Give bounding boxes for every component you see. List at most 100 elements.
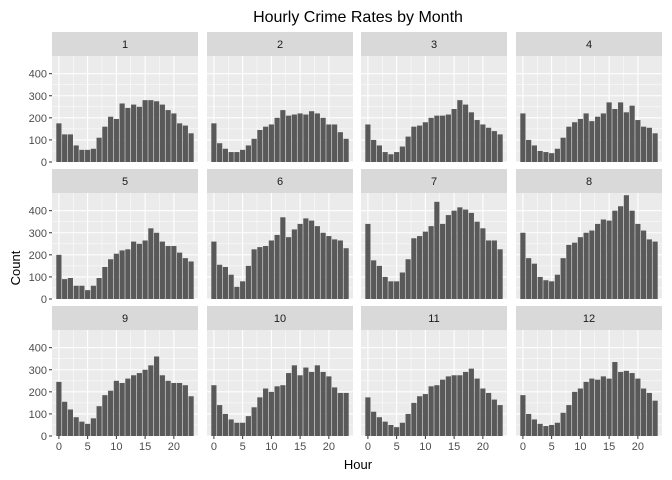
- bar-month-11-hour-16: [457, 375, 463, 436]
- bar-month-11-hour-17: [463, 371, 469, 436]
- bar-month-9-hour-10: [113, 380, 119, 436]
- y-axis-title: Count: [8, 250, 23, 285]
- bar-month-9-hour-1: [62, 401, 68, 436]
- bar-month-6-hour-11: [274, 234, 280, 299]
- bar-month-6-hour-13: [286, 237, 292, 299]
- bar-month-6-hour-6: [245, 265, 251, 299]
- bar-month-12-hour-2: [531, 419, 537, 436]
- bar-month-5-hour-6: [90, 285, 96, 299]
- bar-month-10-hour-4: [234, 422, 240, 436]
- facet-strip-label: 10: [274, 313, 286, 325]
- bar-month-2-hour-17: [309, 111, 315, 162]
- facet-panel-9: 9 0 100 200 300 400 0 5 10 15 20: [29, 306, 198, 453]
- bar-month-3-hour-19: [474, 120, 480, 162]
- facet-strip-label: 3: [431, 39, 437, 51]
- bar-month-6-hour-10: [268, 240, 274, 299]
- bar-month-8-hour-18: [623, 195, 629, 299]
- x-tick-label: 5: [240, 441, 246, 453]
- bar-month-11-hour-9: [417, 396, 423, 436]
- bar-month-12-hour-5: [549, 424, 555, 436]
- bar-month-9-hour-22: [182, 385, 188, 436]
- bar-month-10-hour-9: [263, 388, 269, 436]
- y-tick-label: 300: [29, 228, 47, 240]
- x-tick-label: 5: [549, 441, 555, 453]
- bar-month-1-hour-12: [125, 107, 131, 162]
- y-tick-label: 200: [29, 387, 47, 399]
- bar-month-6-hour-16: [303, 218, 309, 299]
- facet-strip: [207, 169, 353, 193]
- bar-month-11-hour-15: [451, 375, 457, 436]
- facet-strip: [516, 306, 662, 330]
- bar-month-10-hour-15: [297, 375, 303, 436]
- bar-month-2-hour-11: [274, 117, 280, 162]
- bar-month-7-hour-22: [491, 240, 497, 299]
- bar-month-6-hour-9: [263, 246, 269, 299]
- bar-month-9-hour-4: [79, 421, 85, 436]
- x-tick-label: 15: [139, 441, 151, 453]
- bar-month-3-hour-3: [382, 152, 388, 162]
- bar-month-11-hour-10: [422, 394, 428, 436]
- bar-month-4-hour-22: [646, 127, 652, 162]
- bar-month-5-hour-13: [131, 241, 137, 299]
- bar-month-5-hour-7: [96, 278, 102, 299]
- facet-strip: [361, 306, 507, 330]
- bar-month-4-hour-4: [543, 152, 549, 162]
- facet-strip: [52, 306, 198, 330]
- x-tick-label: 10: [574, 441, 586, 453]
- bar-month-2-hour-2: [222, 148, 228, 162]
- y-tick-label: 200: [29, 250, 47, 262]
- bar-month-4-hour-21: [641, 126, 647, 162]
- bar-month-6-hour-3: [228, 274, 234, 299]
- facet-strip-label: 8: [586, 176, 592, 188]
- bar-month-7-hour-19: [474, 221, 480, 299]
- bar-month-3-hour-23: [497, 134, 503, 162]
- bar-month-4-hour-18: [623, 112, 629, 162]
- x-tick-label: 0: [520, 441, 526, 453]
- bar-month-5-hour-3: [73, 285, 79, 299]
- bar-month-9-hour-20: [171, 383, 177, 436]
- bar-month-6-hour-18: [314, 226, 320, 299]
- bar-month-11-hour-13: [440, 379, 446, 436]
- bar-month-6-hour-5: [240, 281, 246, 299]
- facet-panel-6: 6: [207, 169, 353, 300]
- bar-month-11-hour-22: [491, 399, 497, 436]
- bar-month-10-hour-18: [314, 365, 320, 436]
- bar-month-12-hour-0: [520, 395, 526, 436]
- bar-month-2-hour-21: [332, 124, 338, 162]
- bar-month-8-hour-8: [566, 244, 572, 299]
- bar-month-1-hour-10: [113, 118, 119, 162]
- bar-month-11-hour-7: [405, 413, 411, 436]
- bar-month-2-hour-7: [251, 138, 257, 162]
- facet-strip: [207, 32, 353, 56]
- y-tick-label: 100: [29, 409, 47, 421]
- bar-month-1-hour-16: [148, 100, 154, 162]
- facet-strip: [516, 169, 662, 193]
- bar-month-11-hour-14: [445, 376, 451, 436]
- bar-month-1-hour-0: [56, 123, 62, 162]
- bar-month-9-hour-13: [131, 375, 137, 436]
- facet-panel-1: 1 0 100 200 300 400: [29, 32, 198, 169]
- bar-month-6-hour-15: [297, 223, 303, 299]
- bar-month-1-hour-15: [142, 100, 148, 162]
- bar-month-5-hour-8: [102, 266, 108, 299]
- bar-month-7-hour-15: [451, 210, 457, 299]
- bar-month-5-hour-18: [159, 241, 165, 299]
- bar-month-2-hour-16: [303, 114, 309, 162]
- bar-month-8-hour-21: [641, 230, 647, 299]
- bar-month-1-hour-2: [67, 134, 73, 162]
- bar-month-12-hour-22: [646, 392, 652, 436]
- bar-month-11-hour-3: [382, 421, 388, 436]
- bar-month-7-hour-8: [411, 238, 417, 299]
- x-tick-label: 0: [56, 441, 62, 453]
- bar-month-1-hour-3: [73, 145, 79, 162]
- bar-month-7-hour-16: [457, 207, 463, 299]
- bar-month-10-hour-2: [222, 413, 228, 436]
- bar-month-3-hour-12: [434, 115, 440, 162]
- bar-month-5-hour-16: [148, 228, 154, 299]
- bar-month-9-hour-8: [102, 395, 108, 436]
- bar-month-7-hour-12: [434, 201, 440, 299]
- x-tick-label: 20: [323, 441, 335, 453]
- bar-month-9-hour-6: [90, 418, 96, 436]
- bar-month-12-hour-10: [577, 388, 583, 436]
- bar-month-3-hour-7: [405, 136, 411, 162]
